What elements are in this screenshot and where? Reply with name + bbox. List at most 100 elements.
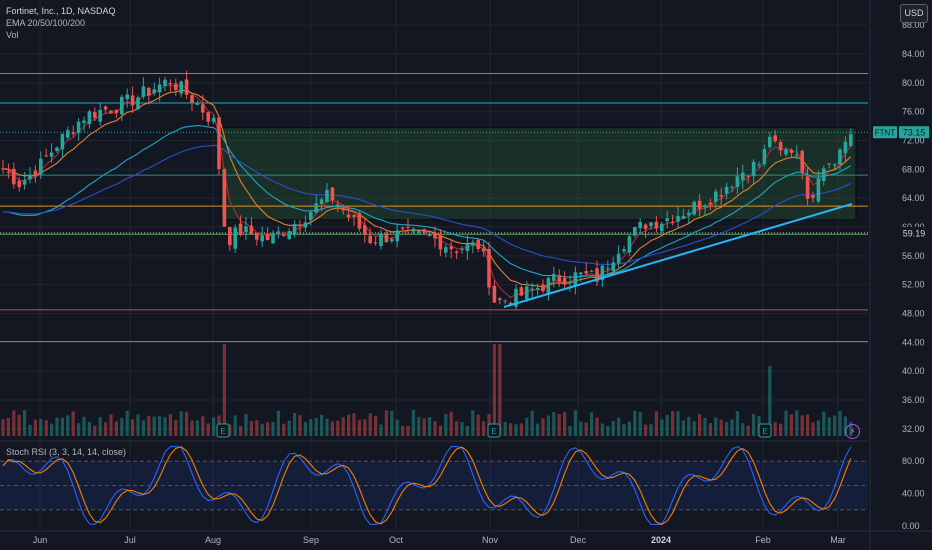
price-tick-label: 80.00 [902, 78, 925, 88]
volume-bar [611, 421, 615, 436]
volume-bar [114, 421, 118, 436]
candle-body [438, 235, 443, 250]
candle-body [255, 233, 259, 240]
candle-body [168, 83, 173, 85]
candle-body [811, 195, 815, 198]
bolt-icon[interactable]: ⚡ [845, 424, 860, 439]
candle-body [719, 194, 723, 197]
volume-bar [530, 410, 534, 436]
volume-bar [104, 422, 108, 436]
volume-bar [541, 418, 545, 436]
earnings-icon [758, 423, 772, 438]
candle-body [579, 272, 583, 275]
volume-bar [239, 425, 243, 436]
candle-body [627, 236, 632, 253]
price-tick-label: 68.00 [902, 164, 925, 174]
volume-bar [384, 410, 388, 436]
trendline [503, 202, 853, 308]
candle-body [703, 205, 707, 208]
candle-body [6, 171, 11, 173]
candle-body [676, 216, 680, 222]
candle-body [838, 149, 842, 165]
vol-legend[interactable]: Vol [6, 30, 19, 40]
candle-body [697, 200, 702, 209]
volume-bar [833, 415, 837, 436]
candle-body [87, 111, 92, 125]
volume-bar [428, 416, 432, 436]
volume-bar [460, 422, 464, 436]
volume-bar [33, 419, 37, 436]
candle-body [28, 174, 32, 180]
candle-body [730, 186, 734, 188]
rsi-tick-label: 80.00 [902, 456, 925, 466]
stoch-rsi-pane: 80.00 40.00 0.00 [0, 440, 925, 531]
time-tick-label: Jun [33, 535, 48, 545]
price-axis[interactable]: 88.0084.0080.0076.0072.0068.0064.0060.00… [873, 20, 929, 434]
price-tick-label: 40.00 [902, 366, 925, 376]
candle-body [622, 249, 626, 252]
volume-bar [838, 410, 842, 436]
volume-bar [617, 417, 621, 436]
candle-body [363, 225, 367, 235]
chart-legend: Fortinet, Inc., 1D, NASDAQ EMA 20/50/100… [6, 5, 116, 41]
candle-body [298, 224, 302, 227]
volume-bar [665, 414, 669, 436]
candle-body [789, 149, 794, 153]
volume-bar [136, 414, 140, 436]
volume-bar [309, 419, 313, 436]
stoch-rsi-title[interactable]: Stoch RSI (3, 3, 14, 14, close) [6, 447, 127, 457]
time-tick-label: Sep [303, 535, 319, 545]
candle-body [195, 102, 200, 105]
volume-bar [633, 410, 637, 436]
rsi-tick-label: 40.00 [902, 489, 925, 499]
volume-bar [503, 421, 507, 436]
candle-body [379, 233, 383, 247]
candle-body [411, 228, 416, 232]
volume-bar [379, 424, 383, 436]
volume-bar [671, 411, 675, 436]
candle-body [508, 302, 513, 305]
volume-bar [552, 412, 556, 436]
candle-body [476, 240, 480, 249]
volume-bar [752, 413, 756, 436]
candle-body [541, 284, 545, 292]
earnings-letter: E [491, 427, 496, 436]
candle-body [670, 221, 675, 223]
volume-bar [363, 419, 367, 436]
volume-bar [282, 423, 286, 436]
candle-body [93, 112, 97, 118]
candle-body [552, 273, 556, 281]
candle-body [395, 230, 399, 242]
volume-bar [595, 417, 599, 436]
candle-body [778, 142, 783, 151]
volume-bar [806, 414, 810, 436]
candle-body [654, 221, 659, 229]
price-tick-label: 72.00 [902, 136, 925, 146]
volume-bar [303, 421, 307, 436]
currency-button[interactable]: USD [900, 4, 928, 23]
ema-legend[interactable]: EMA 20/50/100/200 [6, 18, 86, 28]
candle-body [157, 84, 162, 93]
candle-body [535, 288, 540, 290]
candle-body [217, 117, 221, 170]
volume-bar [228, 424, 232, 436]
candle-body [643, 224, 648, 229]
volume-bar [563, 412, 567, 436]
volume-bar [660, 419, 664, 436]
volume-bar [330, 421, 334, 436]
volume-bar [271, 421, 275, 436]
candle-body [633, 226, 637, 236]
candle-body [481, 248, 486, 252]
volume-bar [179, 411, 183, 436]
volume-bar [249, 421, 253, 436]
candle-body [649, 222, 653, 227]
candle-body [120, 96, 124, 115]
volume-bar [725, 421, 729, 436]
volume-bar [320, 414, 324, 436]
symbol-title[interactable]: Fortinet, Inc., 1D, NASDAQ [6, 6, 116, 16]
volume-bar [352, 413, 356, 436]
candle-body [22, 180, 27, 185]
reference-price-tag [899, 226, 929, 239]
